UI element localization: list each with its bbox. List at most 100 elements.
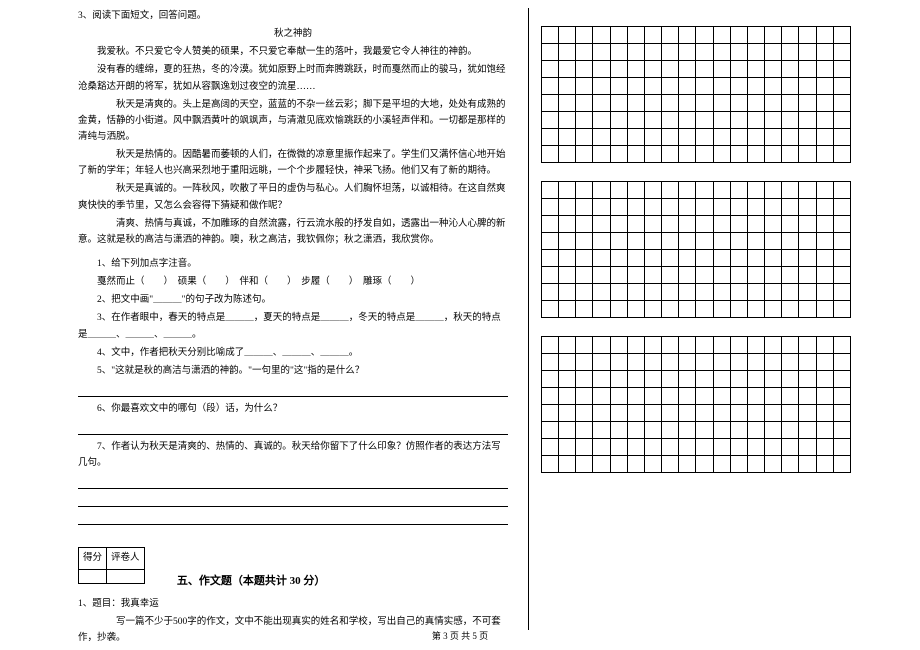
grid-cell bbox=[816, 371, 833, 388]
grid-cell bbox=[542, 388, 559, 405]
grid-cell bbox=[662, 422, 679, 439]
writing-grid bbox=[541, 336, 851, 473]
grid-cell bbox=[610, 44, 627, 61]
grid-cell bbox=[696, 95, 713, 112]
grid-cell bbox=[730, 456, 747, 473]
grid-cell bbox=[833, 456, 850, 473]
grid-cell bbox=[593, 78, 610, 95]
grid-cell bbox=[559, 61, 576, 78]
grid-cell bbox=[696, 405, 713, 422]
grid-cell bbox=[644, 112, 661, 129]
grid-cell bbox=[576, 422, 593, 439]
grid-cell bbox=[542, 129, 559, 146]
grid-cell bbox=[747, 233, 764, 250]
grid-cell bbox=[610, 371, 627, 388]
grid-cell bbox=[559, 250, 576, 267]
grid-cell bbox=[593, 95, 610, 112]
grid-cell bbox=[662, 27, 679, 44]
grid-cell bbox=[833, 182, 850, 199]
grid-cell bbox=[559, 267, 576, 284]
grid-cell bbox=[713, 388, 730, 405]
grid-cell bbox=[765, 301, 782, 318]
grid-cell bbox=[610, 95, 627, 112]
grid-cell bbox=[542, 112, 559, 129]
q3-sub7: 7、作者认为秋天是清爽的、热情的、真诚的。秋天给你留下了什么印象？仿照作者的表达… bbox=[78, 439, 508, 471]
grid-cell bbox=[593, 233, 610, 250]
page-footer: 第 3 页 共 5 页 bbox=[0, 629, 920, 642]
grid-cell bbox=[833, 146, 850, 163]
score-label: 得分 bbox=[79, 548, 107, 569]
grid-cell bbox=[765, 439, 782, 456]
passage-p3: 秋天是清爽的。头上是高阔的天空，蓝蓝的不杂一丝云彩；脚下是平坦的大地，处处有成熟… bbox=[78, 97, 508, 145]
grid-cell bbox=[576, 371, 593, 388]
grid-cell bbox=[696, 78, 713, 95]
grid-cell bbox=[662, 199, 679, 216]
grid-cell bbox=[730, 371, 747, 388]
grid-cell bbox=[713, 216, 730, 233]
grid-cell bbox=[593, 337, 610, 354]
grid-cell bbox=[816, 354, 833, 371]
grid-cell bbox=[799, 44, 816, 61]
writing-grid bbox=[541, 181, 851, 318]
grid-cell bbox=[696, 371, 713, 388]
grid-cell bbox=[730, 354, 747, 371]
grid-cell bbox=[644, 388, 661, 405]
grid-cell bbox=[644, 182, 661, 199]
grid-cell bbox=[816, 267, 833, 284]
grid-cell bbox=[730, 182, 747, 199]
grid-cell bbox=[576, 129, 593, 146]
grid-cell bbox=[782, 456, 799, 473]
grid-cell bbox=[679, 267, 696, 284]
grid-cell bbox=[730, 439, 747, 456]
grid-cell bbox=[833, 233, 850, 250]
grid-cell bbox=[765, 405, 782, 422]
grid-cell bbox=[833, 301, 850, 318]
grid-cell bbox=[730, 388, 747, 405]
grid-cell bbox=[644, 250, 661, 267]
grid-cell bbox=[679, 44, 696, 61]
grid-cell bbox=[679, 301, 696, 318]
grid-cell bbox=[679, 112, 696, 129]
grid-cell bbox=[816, 456, 833, 473]
grid-cell bbox=[765, 388, 782, 405]
grid-cell bbox=[542, 95, 559, 112]
grid-cell bbox=[747, 301, 764, 318]
grid-cell bbox=[542, 284, 559, 301]
q3-sub3: 3、在作者眼中，春天的特点是＿＿＿，夏天的特点是＿＿＿，冬天的特点是＿＿＿，秋天… bbox=[78, 310, 508, 342]
grid-cell bbox=[662, 44, 679, 61]
grid-cell bbox=[593, 216, 610, 233]
grid-cell bbox=[576, 267, 593, 284]
essay-q1-label: 1、题目：我真幸运 bbox=[78, 596, 508, 612]
grid-cell bbox=[662, 267, 679, 284]
grid-cell bbox=[747, 216, 764, 233]
grid-cell bbox=[610, 267, 627, 284]
grid-cell bbox=[696, 267, 713, 284]
grid-cell bbox=[679, 405, 696, 422]
grid-cell bbox=[713, 61, 730, 78]
grid-cell bbox=[730, 112, 747, 129]
grid-cell bbox=[644, 456, 661, 473]
grid-cell bbox=[696, 233, 713, 250]
passage-p6: 清爽、热情与真诚，不加雕琢的自然流露，行云流水般的抒发自如，透露出一种沁人心脾的… bbox=[78, 216, 508, 248]
grid-cell bbox=[627, 95, 644, 112]
grid-cell bbox=[593, 250, 610, 267]
grid-cell bbox=[816, 233, 833, 250]
grid-cell bbox=[593, 146, 610, 163]
grid-cell bbox=[593, 439, 610, 456]
grid-cell bbox=[816, 388, 833, 405]
grid-cell bbox=[679, 199, 696, 216]
grid-cell bbox=[559, 44, 576, 61]
grid-cell bbox=[679, 95, 696, 112]
grid-cell bbox=[559, 456, 576, 473]
grid-cell bbox=[627, 371, 644, 388]
grid-cell bbox=[696, 250, 713, 267]
grid-cell bbox=[576, 216, 593, 233]
grid-cell bbox=[576, 405, 593, 422]
grid-cell bbox=[799, 354, 816, 371]
grid-cell bbox=[542, 27, 559, 44]
grid-cell bbox=[747, 388, 764, 405]
q3-sub1: 1、给下列加点字注音。 bbox=[78, 256, 508, 272]
grid-cell bbox=[816, 112, 833, 129]
grid-cell bbox=[730, 146, 747, 163]
grid-cell bbox=[593, 44, 610, 61]
